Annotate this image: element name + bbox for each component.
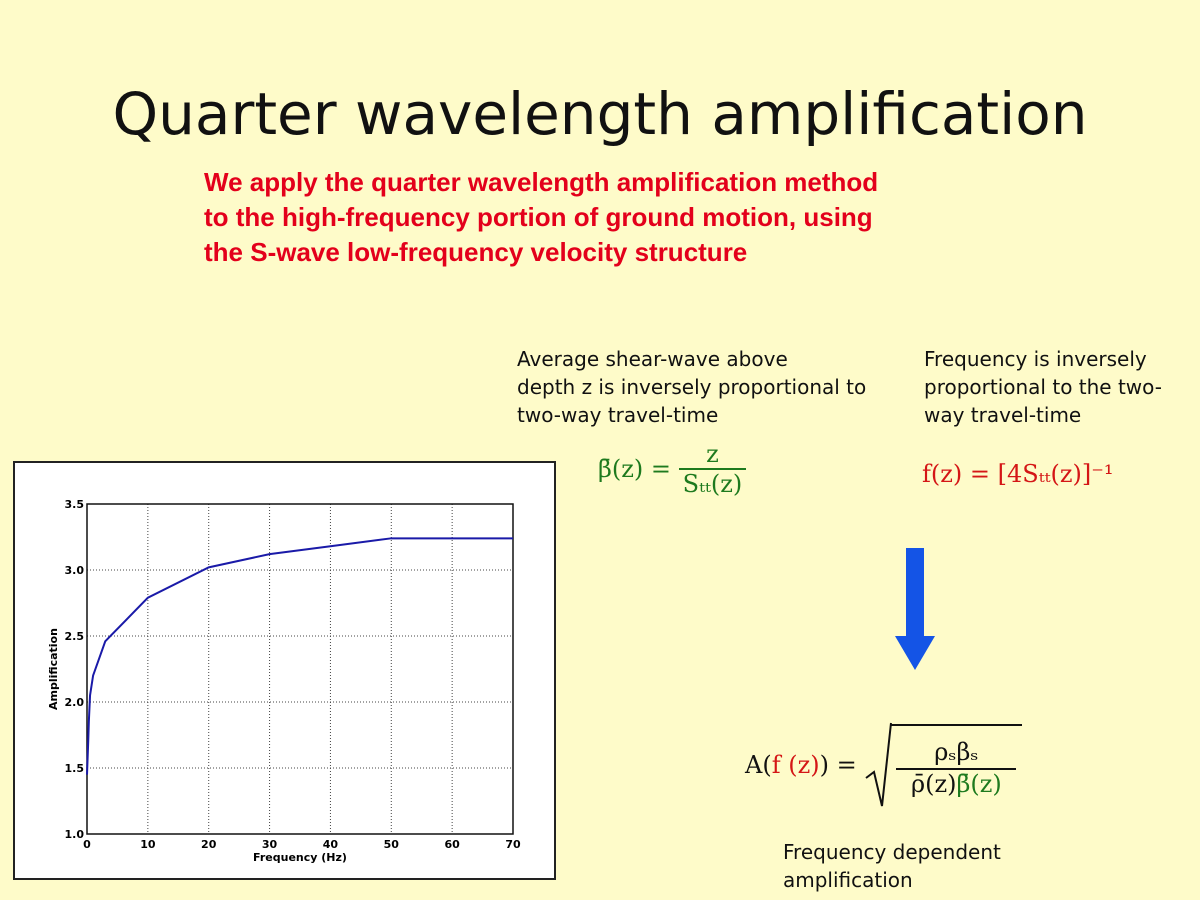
caption-amplification: Frequency dependent amplification bbox=[783, 838, 1001, 894]
note-line: two-way travel-time bbox=[517, 403, 719, 427]
x-tick-label: 0 bbox=[83, 838, 91, 851]
x-tick-label: 10 bbox=[140, 838, 156, 851]
y-tick-label: 1.0 bbox=[65, 828, 85, 841]
note-line: proportional to the two- bbox=[924, 375, 1162, 399]
down-arrow-icon bbox=[895, 548, 935, 670]
x-tick-label: 20 bbox=[201, 838, 217, 851]
y-axis-label: Amplification bbox=[47, 628, 60, 710]
x-tick-label: 60 bbox=[444, 838, 460, 851]
eq-lhs: β̄(z) = bbox=[598, 455, 671, 483]
intro-line: We apply the quarter wavelength amplific… bbox=[204, 167, 879, 197]
amplification-chart: 0 10 20 30 40 50 60 70 1.0 1.5 2.0 2.5 3.0 3.5 Frequen… bbox=[13, 461, 556, 880]
intro-text: We apply the quarter wavelength amplific… bbox=[204, 165, 878, 270]
y-tick-label: 2.0 bbox=[65, 696, 85, 709]
intro-line: the S-wave low-frequency velocity struct… bbox=[204, 237, 748, 267]
equation-frequency: f(z) = [4Sₜₜ(z)]⁻¹ bbox=[922, 460, 1114, 488]
slide-title: Quarter wavelength amplification bbox=[112, 80, 1088, 148]
eq-part: β̄(z) bbox=[956, 770, 1002, 798]
sqrt-sign-icon bbox=[865, 722, 893, 807]
equation-average-velocity: β̄(z) = z Sₜₜ(z) bbox=[598, 440, 747, 498]
y-tick-label: 2.5 bbox=[65, 630, 85, 643]
eq-numerator: z bbox=[678, 440, 747, 470]
note-shear-wave: Average shear-wave above depth z is inve… bbox=[517, 345, 866, 429]
note-line: depth z is inversely proportional to bbox=[517, 375, 867, 399]
caption-line: amplification bbox=[783, 868, 913, 892]
note-frequency: Frequency is inversely proportional to t… bbox=[924, 345, 1162, 429]
eq-part: A( bbox=[745, 751, 772, 779]
eq-part: f (z) bbox=[771, 751, 820, 779]
eq-part: ) = bbox=[819, 751, 857, 779]
chart-svg: 0 10 20 30 40 50 60 70 1.0 1.5 2.0 2.5 3.0 3.5 Frequen… bbox=[47, 498, 521, 864]
x-axis-label: Frequency (Hz) bbox=[253, 851, 347, 864]
series-line bbox=[86, 537, 513, 775]
x-tick-label: 50 bbox=[384, 838, 400, 851]
y-tick-label: 3.0 bbox=[65, 564, 85, 577]
caption-line: Frequency dependent bbox=[783, 840, 1001, 864]
eq-part: ρ̄(z) bbox=[910, 770, 957, 798]
x-tick-label: 70 bbox=[505, 838, 521, 851]
note-line: Average shear-wave above bbox=[517, 347, 788, 371]
eq-denominator: Sₜₜ(z) bbox=[682, 470, 743, 498]
y-tick-label: 3.5 bbox=[65, 498, 85, 511]
intro-line: to the high-frequency portion of ground … bbox=[204, 202, 873, 232]
note-line: Frequency is inversely bbox=[924, 347, 1147, 371]
note-line: way travel-time bbox=[924, 403, 1082, 427]
x-tick-label: 30 bbox=[262, 838, 278, 851]
eq-numerator: ρₛβₛ bbox=[896, 738, 1017, 770]
x-tick-label: 40 bbox=[323, 838, 339, 851]
equation-amplification: A(f (z)) = ρₛβₛ ρ̄(z)β̄(z) bbox=[745, 720, 1023, 810]
y-tick-label: 1.5 bbox=[65, 762, 85, 775]
plot-frame bbox=[86, 503, 514, 835]
